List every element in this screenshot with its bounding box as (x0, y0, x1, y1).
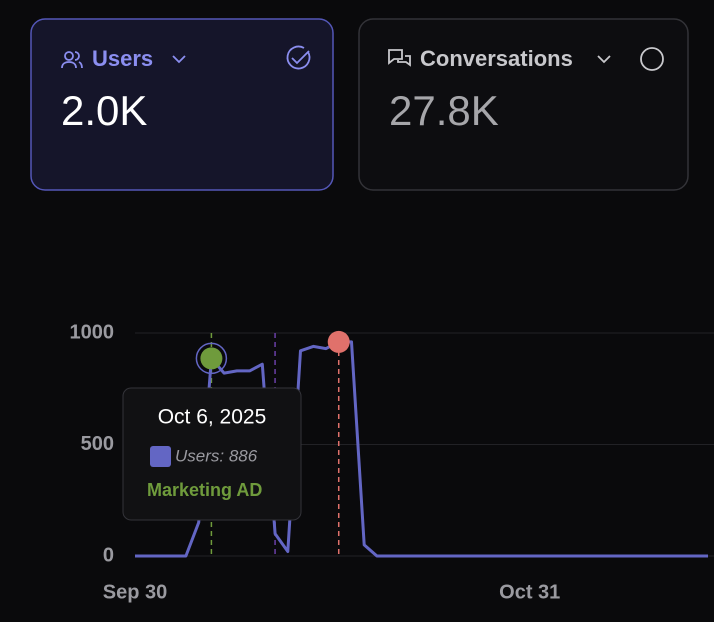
x-tick-label: Oct 31 (499, 581, 560, 603)
card-value: 27.8K (389, 87, 499, 134)
users-icon (61, 51, 83, 69)
conversations-card[interactable] (358, 18, 689, 191)
radio-icon[interactable] (640, 47, 664, 71)
marker-ring (195, 342, 228, 375)
card-label: Users (92, 46, 153, 71)
y-tick-label: 1000 (70, 321, 115, 343)
annotation-marker (200, 347, 223, 370)
x-tick-label: Sep 30 (103, 581, 167, 603)
tooltip-swatch (150, 446, 171, 467)
tooltip-box (122, 387, 302, 521)
tooltip-annotation: Marketing AD (147, 480, 262, 500)
tooltip-date: Oct 6, 2025 (158, 406, 267, 429)
line-series (135, 340, 708, 558)
y-tick-label: 0 (103, 544, 114, 566)
tooltip-value: Users: 886 (175, 446, 258, 465)
annotation-marker (327, 330, 350, 353)
chat-icon (388, 49, 411, 67)
users-card[interactable] (30, 18, 334, 191)
y-tick-label: 500 (81, 433, 114, 455)
chevron[interactable] (172, 55, 186, 64)
check-icon[interactable] (286, 45, 311, 70)
card-label: Conversations (420, 46, 573, 71)
card-value: 2.0K (61, 87, 147, 134)
chevron[interactable] (597, 55, 611, 64)
tooltip: Oct 6, 2025 Users: 886 Marketing AD (122, 387, 302, 521)
